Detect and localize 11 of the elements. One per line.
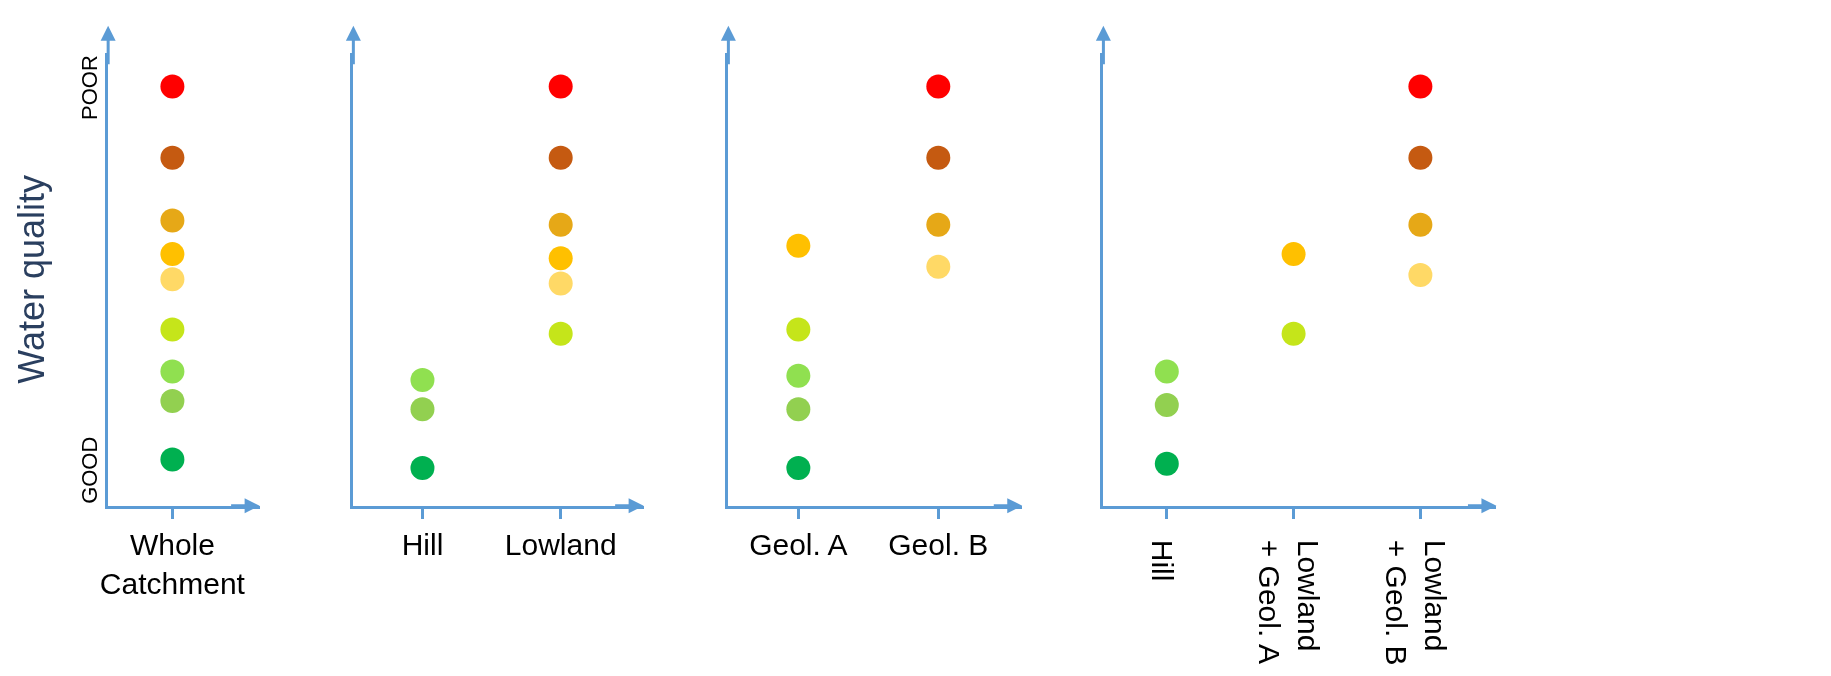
x-tick-label: Lowland + Geol. B <box>1379 539 1452 666</box>
y-axis-title: Water quality <box>11 174 53 384</box>
text: GOOD <box>77 436 103 504</box>
x-tick-label: Hill <box>401 527 444 561</box>
x-tick-label: Lowland <box>504 527 617 561</box>
text: POOR <box>77 55 103 120</box>
x-tick-label: Geol. B <box>888 527 989 561</box>
x-tick-label: Whole Catchment <box>99 527 246 600</box>
x-tick-label: Hill <box>1145 539 1179 582</box>
x-tick-label: Lowland + Geol. A <box>1253 539 1326 664</box>
x-tick-label: Geol. A <box>749 527 848 561</box>
